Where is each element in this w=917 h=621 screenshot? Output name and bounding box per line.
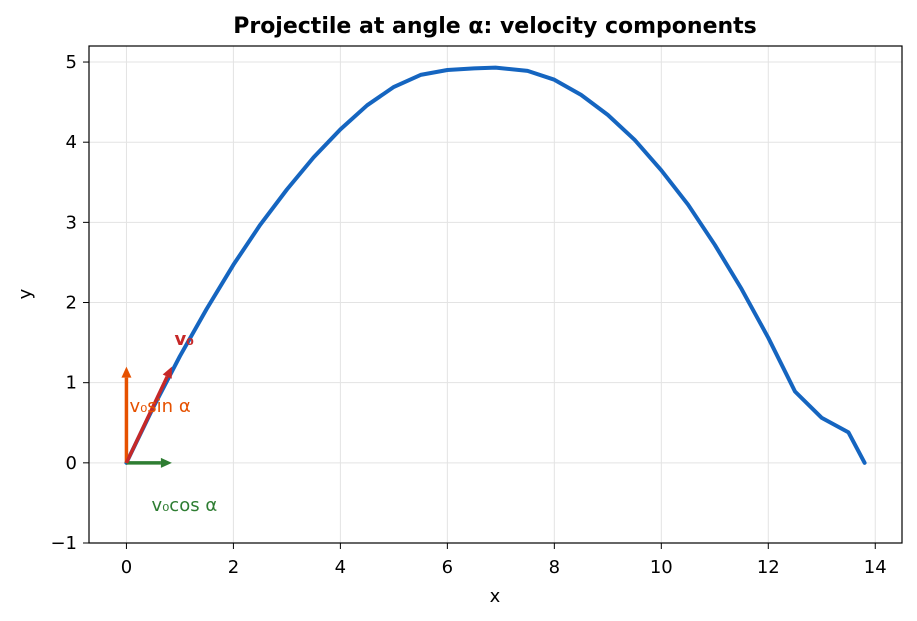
y-tick-label: 1 [66, 373, 77, 394]
y-tick-label: 4 [66, 132, 77, 153]
x-tick-label: 14 [864, 557, 887, 578]
vector-shaft [124, 375, 169, 464]
vector-arrowhead [160, 457, 172, 468]
x-tick-label: 12 [757, 557, 780, 578]
trajectory-line [124, 65, 867, 465]
plot-frame [88, 45, 903, 544]
y-tick-label: 0 [66, 453, 77, 474]
x-axis-label: x [490, 586, 501, 607]
y-tick-label: 3 [66, 212, 77, 233]
vector-arrowhead [121, 366, 132, 378]
x-tick-label: 10 [650, 557, 673, 578]
y-tick-label: −1 [50, 533, 77, 554]
y-tick-label: 5 [66, 52, 77, 73]
vector-label: v₀sin α [129, 396, 190, 417]
x-tick-label: 0 [121, 557, 132, 578]
x-tick-label: 4 [335, 557, 346, 578]
vector-arrowhead [162, 366, 172, 379]
grid [89, 46, 902, 544]
x-tick-label: 2 [228, 557, 239, 578]
x-tick-label: 8 [549, 557, 560, 578]
vector-label: v₀cos α [151, 495, 217, 516]
vector-label: v₀ [174, 329, 194, 350]
y-tick-label: 2 [66, 293, 77, 314]
y-axis-label: y [15, 288, 36, 299]
plot-area: v₀ v₀sin α v₀cos α [121, 65, 867, 516]
x-tick-label: 6 [442, 557, 453, 578]
chart-title: Projectile at angle α: velocity componen… [233, 14, 757, 39]
